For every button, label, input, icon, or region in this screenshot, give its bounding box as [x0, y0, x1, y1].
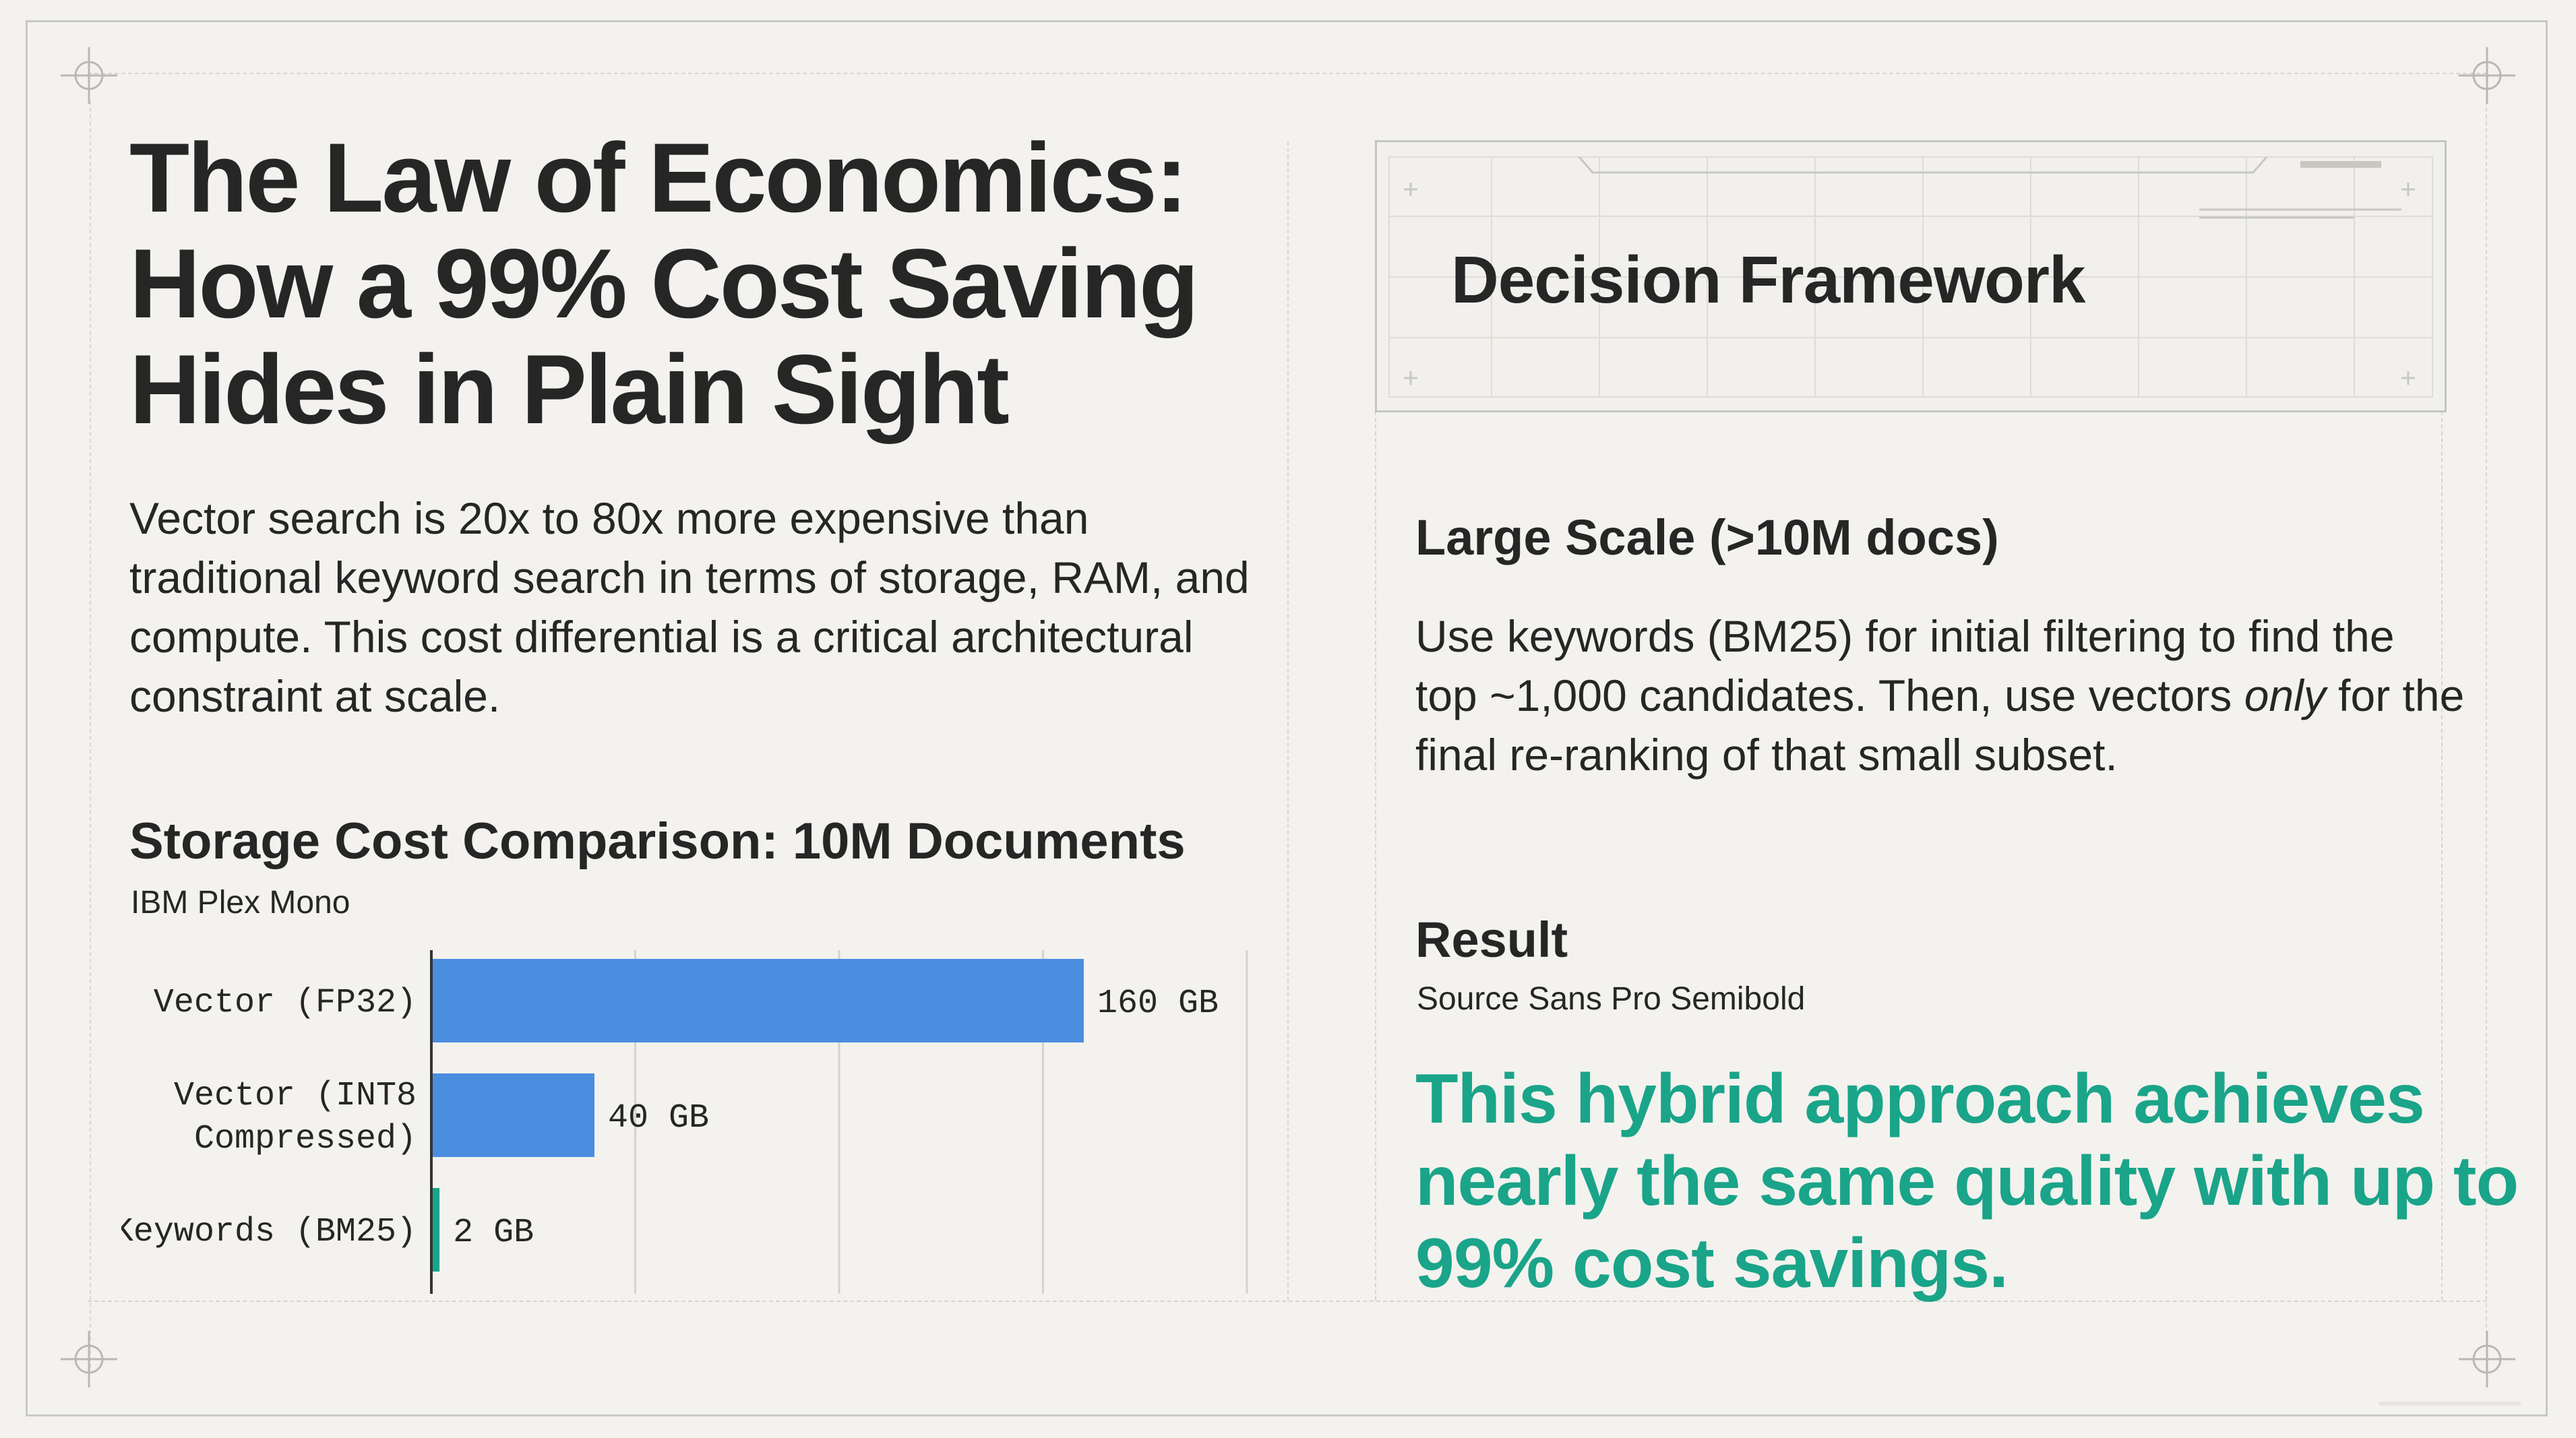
corner-decoration	[2379, 1402, 2521, 1406]
chart-value-label: 40 GB	[608, 1099, 709, 1137]
guide-line-left	[90, 101, 91, 1368]
large-scale-body: Use keywords (BM25) for initial filterin…	[1415, 606, 2467, 784]
guide-line-column-right	[2441, 411, 2443, 1301]
large-scale-heading: Large Scale (>10M docs)	[1415, 509, 1999, 565]
chart-value-label: 160 GB	[1097, 984, 1219, 1023]
storage-cost-chart: Vector (FP32) 160 GB Vector (INT8 Compresse…	[121, 943, 1308, 1307]
guide-line-center-left	[1287, 142, 1289, 1301]
page-title: The Law of Economics: How a 99% Cost Sav…	[129, 123, 1199, 444]
page-frame	[26, 20, 2548, 1416]
result-highlight-text: This hybrid approach achieves nearly the…	[1415, 1060, 2519, 1303]
chart-category-label: Vector (INT8	[174, 1077, 417, 1115]
framework-title: Decision Framework	[1451, 243, 2086, 317]
crosshair-icon	[61, 47, 117, 104]
chart-bar	[431, 959, 1084, 1042]
chart-bar	[431, 1188, 440, 1272]
guide-line-center-right	[1375, 411, 1376, 1301]
chart-category-label: Keywords (BM25)	[121, 1213, 417, 1251]
large-scale-body-text-end: for the final re-ranking of that small s…	[1415, 670, 2465, 780]
guide-line-top	[88, 73, 2487, 74]
chart-category-label: Compressed)	[194, 1120, 417, 1158]
chart-value-label: 2 GB	[453, 1214, 534, 1252]
chart-subtitle: IBM Plex Mono	[131, 885, 350, 920]
crosshair-icon	[61, 1331, 117, 1387]
chart-bar	[431, 1073, 594, 1157]
result-heading: Result	[1415, 912, 1568, 968]
large-scale-body-text: Use keywords (BM25) for initial filterin…	[1415, 611, 2395, 720]
chart-title: Storage Cost Comparison: 10M Documents	[129, 813, 1186, 870]
result-subtitle: Source Sans Pro Semibold	[1417, 981, 1806, 1017]
intro-paragraph: Vector search is 20x to 80x more expensi…	[129, 493, 1250, 721]
crosshair-icon	[2459, 1331, 2515, 1387]
crosshair-icon	[2459, 47, 2515, 104]
storage-cost-chart-svg: Vector (FP32) 160 GB Vector (INT8 Compresse…	[121, 950, 1248, 1294]
decision-framework-panel: Decision Framework	[1375, 140, 2447, 412]
large-scale-body-emphasis: only	[2244, 670, 2326, 720]
chart-category-label: Vector (FP32)	[154, 984, 417, 1022]
guide-line-right	[2486, 101, 2487, 1368]
blueprint-grid-decoration	[1388, 156, 2433, 398]
guide-line-bottom	[88, 1301, 2487, 1302]
